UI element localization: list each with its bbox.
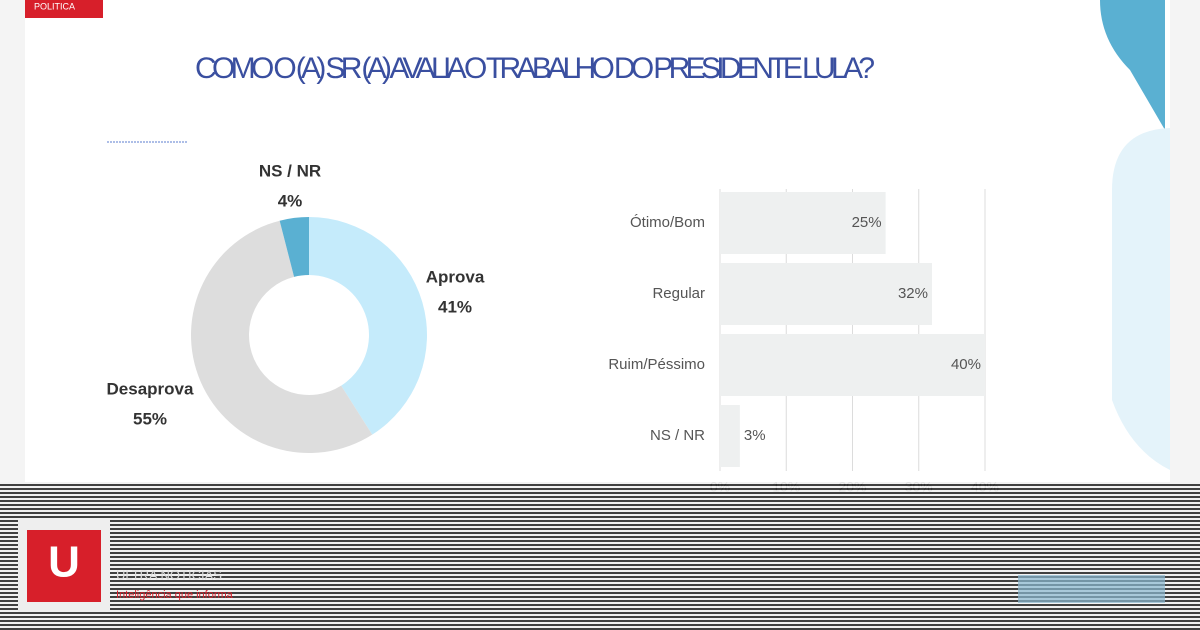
decor-box <box>1018 575 1165 603</box>
decor-shape <box>1112 128 1170 470</box>
slice-value: 4% <box>278 191 303 210</box>
badge <box>25 0 103 18</box>
slice-label: Aprova <box>426 267 485 286</box>
slice-label: NS / NR <box>259 161 321 180</box>
y-tick-label: Ótimo/Bom <box>630 214 705 231</box>
footer-band <box>0 482 1200 630</box>
bar <box>720 263 932 325</box>
bar <box>720 405 740 467</box>
value-label: 3% <box>744 427 766 444</box>
title: COMO O (A) SR (A) AVALIA O TRABALHO DO P… <box>195 52 875 85</box>
logo-text: U <box>48 538 80 587</box>
value-label: 40% <box>951 356 981 373</box>
y-tick-label: NS / NR <box>650 427 705 444</box>
slice-value: 55% <box>133 409 167 428</box>
y-tick-label: Ruim/Péssimo <box>608 356 705 373</box>
value-label: 25% <box>852 214 882 231</box>
bar <box>720 334 985 396</box>
decor-shape <box>1100 0 1165 130</box>
logo <box>27 530 101 602</box>
y-tick-label: Regular <box>652 285 705 302</box>
tagline: Inteligência que informa <box>116 589 234 601</box>
badge-text: POLITICA <box>34 1 75 11</box>
slice-label: Desaprova <box>107 379 194 398</box>
donut-slice <box>309 217 428 435</box>
bar <box>720 192 886 254</box>
donut-slice <box>191 220 373 453</box>
slice-value: 41% <box>438 297 472 316</box>
brand: ULTRA NOTICIAS <box>116 567 222 582</box>
value-label: 32% <box>898 285 928 302</box>
donut-slice <box>279 217 309 277</box>
